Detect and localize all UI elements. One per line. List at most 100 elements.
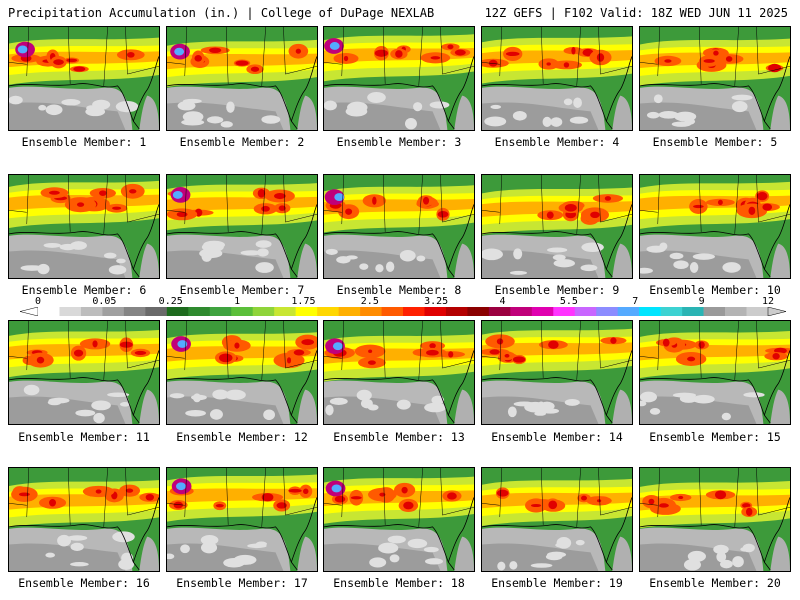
member-number: 15	[766, 430, 781, 444]
member-number: 14	[608, 430, 623, 444]
ensemble-member-caption: Ensemble Member: 5	[636, 135, 794, 149]
member-number: 20	[766, 576, 781, 590]
member-number: 16	[135, 576, 150, 590]
caption-prefix: Ensemble Member:	[179, 283, 298, 297]
color-scale-swatch	[80, 307, 103, 316]
ensemble-member-caption: Ensemble Member: 4	[478, 135, 636, 149]
member-number: 13	[450, 430, 465, 444]
member-number: 17	[293, 576, 308, 590]
color-scale-swatch	[317, 307, 339, 316]
ensemble-member-caption: Ensemble Member: 14	[478, 430, 636, 444]
color-scale-swatch	[145, 307, 168, 316]
caption-prefix: Ensemble Member:	[494, 283, 613, 297]
color-scale-swatch	[209, 307, 232, 316]
ensemble-member-map	[166, 320, 318, 425]
color-scale-swatch	[445, 307, 468, 316]
member-number: 4	[612, 135, 620, 149]
member-number: 3	[454, 135, 462, 149]
member-number: 9	[612, 283, 620, 297]
ensemble-member-map	[639, 467, 791, 572]
color-scale-swatch	[531, 307, 554, 316]
ensemble-member-map	[8, 174, 160, 279]
caption-prefix: Ensemble Member:	[18, 576, 136, 590]
caption-prefix: Ensemble Member:	[333, 430, 451, 444]
ensemble-member-map	[8, 320, 160, 425]
caption-prefix: Ensemble Member:	[494, 135, 613, 149]
color-scale-swatch	[360, 307, 382, 316]
color-scale-tick-label: 1	[234, 296, 241, 307]
ensemble-member-map	[481, 26, 633, 131]
color-scale-tick-label: 7	[632, 296, 639, 307]
caption-prefix: Ensemble Member:	[491, 576, 609, 590]
color-scale-swatch	[660, 307, 683, 316]
ensemble-member-map	[639, 26, 791, 131]
ensemble-member-caption: Ensemble Member: 10	[636, 283, 794, 297]
ensemble-member-caption: Ensemble Member: 3	[320, 135, 478, 149]
caption-prefix: Ensemble Member:	[21, 135, 140, 149]
color-scale-swatch	[38, 307, 60, 316]
ensemble-member-caption: Ensemble Member: 20	[636, 576, 794, 590]
ensemble-member-caption: Ensemble Member: 7	[163, 283, 321, 297]
color-scale-swatch	[725, 307, 747, 316]
color-scale-swatch	[403, 307, 425, 316]
ensemble-member-caption: Ensemble Member: 15	[636, 430, 794, 444]
ensemble-member-map	[323, 26, 475, 131]
color-scale-swatch	[231, 307, 254, 316]
color-scale-swatch	[102, 307, 125, 316]
ensemble-member-map	[323, 320, 475, 425]
ensemble-member-caption: Ensemble Member: 13	[320, 430, 478, 444]
color-scale-swatch	[59, 307, 82, 316]
color-scale-swatch	[617, 307, 640, 316]
caption-prefix: Ensemble Member:	[652, 135, 771, 149]
ensemble-member-map	[166, 174, 318, 279]
color-scale-swatch	[123, 307, 146, 316]
color-scale-swatch	[488, 307, 511, 316]
caption-prefix: Ensemble Member:	[649, 283, 767, 297]
ensemble-member-map	[323, 467, 475, 572]
caption-prefix: Ensemble Member:	[649, 430, 767, 444]
caption-prefix: Ensemble Member:	[18, 430, 136, 444]
ensemble-member-caption: Ensemble Member: 2	[163, 135, 321, 149]
member-number: 10	[766, 283, 781, 297]
model-run-info: 12Z GEFS | F102 Valid: 18Z WED JUN 11 20…	[484, 6, 788, 20]
caption-prefix: Ensemble Member:	[491, 430, 609, 444]
color-scale-swatch	[274, 307, 296, 316]
ensemble-member-caption: Ensemble Member: 1	[5, 135, 163, 149]
member-number: 2	[297, 135, 305, 149]
color-scale-swatch	[682, 307, 704, 316]
color-scale-tick-label: 0.25	[158, 296, 183, 307]
color-scale-tick-label: 2.5	[360, 296, 379, 307]
precip-color-scale: 0 0.05 0.25 1 1.75 2.5 3.25 4 5.5 7 9 12	[20, 296, 786, 320]
ensemble-member-map	[8, 26, 160, 131]
ensemble-member-map	[323, 174, 475, 279]
member-number: 19	[608, 576, 623, 590]
color-scale-swatch	[553, 307, 576, 316]
color-scale-bar	[20, 307, 786, 316]
ensemble-member-map	[481, 467, 633, 572]
color-scale-swatch	[574, 307, 597, 316]
member-number: 11	[135, 430, 150, 444]
ensemble-member-map	[166, 26, 318, 131]
color-scale-tick-label: 4	[499, 296, 506, 307]
ensemble-member-map	[8, 467, 160, 572]
member-number: 18	[450, 576, 465, 590]
ensemble-member-map	[166, 467, 318, 572]
color-scale-tick-label: 12	[761, 296, 775, 307]
color-scale-swatch	[596, 307, 619, 316]
color-scale-tick-label: 3.25	[424, 296, 449, 307]
caption-prefix: Ensemble Member:	[21, 283, 140, 297]
ensemble-member-map	[639, 174, 791, 279]
member-number: 1	[139, 135, 147, 149]
ensemble-member-caption: Ensemble Member: 6	[5, 283, 163, 297]
caption-prefix: Ensemble Member:	[179, 135, 298, 149]
ensemble-member-map	[481, 320, 633, 425]
ensemble-member-caption: Ensemble Member: 16	[5, 576, 163, 590]
caption-prefix: Ensemble Member:	[336, 135, 455, 149]
ensemble-member-caption: Ensemble Member: 17	[163, 576, 321, 590]
caption-prefix: Ensemble Member:	[176, 576, 294, 590]
member-number: 8	[454, 283, 462, 297]
color-scale-swatch	[703, 307, 726, 316]
member-number: 12	[293, 430, 308, 444]
color-scale-swatch	[188, 307, 211, 316]
caption-prefix: Ensemble Member:	[336, 283, 455, 297]
